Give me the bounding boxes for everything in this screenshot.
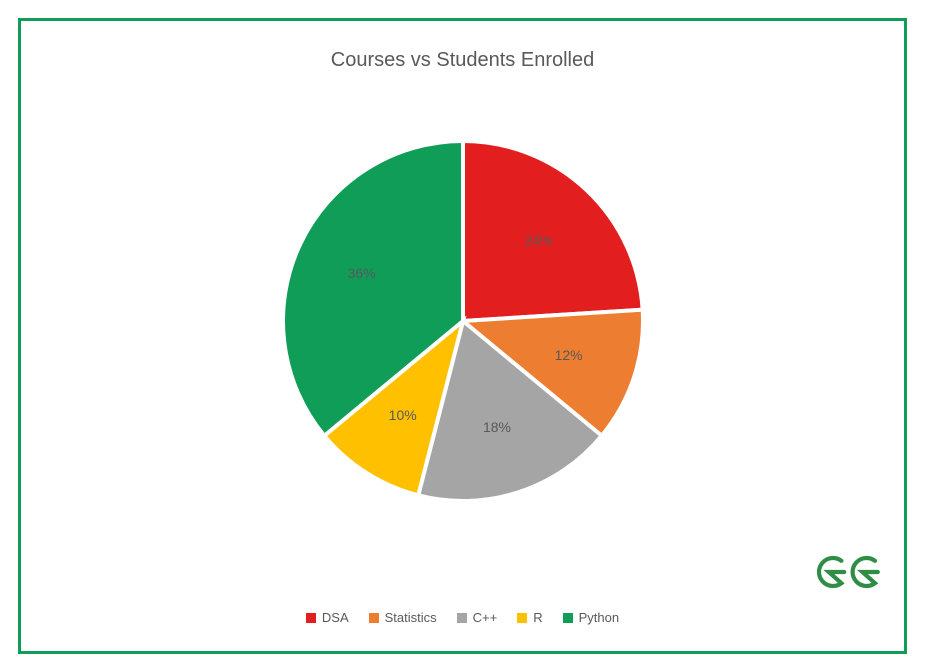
slice-label-statistics: 12% bbox=[555, 347, 583, 363]
legend-item-cplusplus: C++ bbox=[457, 610, 498, 625]
logo-icon bbox=[812, 551, 882, 593]
pie-chart: 24% 12% 18% 10% 36% bbox=[263, 121, 663, 521]
slice-label-cplusplus: 18% bbox=[483, 419, 511, 435]
legend-swatch bbox=[563, 613, 573, 623]
legend-label: Statistics bbox=[385, 610, 437, 625]
slice-label-python: 36% bbox=[348, 265, 376, 281]
legend-label: C++ bbox=[473, 610, 498, 625]
slice-label-dsa: 24% bbox=[525, 232, 553, 248]
legend-swatch bbox=[517, 613, 527, 623]
legend-item-r: R bbox=[517, 610, 542, 625]
legend-item-python: Python bbox=[563, 610, 619, 625]
brand-logo bbox=[812, 551, 882, 591]
slice-label-r: 10% bbox=[389, 407, 417, 423]
chart-frame: Courses vs Students Enrolled 24% 12% 18% 10… bbox=[18, 18, 907, 654]
legend-swatch bbox=[457, 613, 467, 623]
legend: DSA Statistics C++ R Python bbox=[21, 610, 904, 625]
legend-swatch bbox=[306, 613, 316, 623]
legend-label: Python bbox=[579, 610, 619, 625]
legend-label: R bbox=[533, 610, 542, 625]
pie-svg bbox=[263, 121, 663, 521]
chart-title: Courses vs Students Enrolled bbox=[21, 49, 904, 72]
legend-swatch bbox=[369, 613, 379, 623]
legend-item-dsa: DSA bbox=[306, 610, 349, 625]
legend-label: DSA bbox=[322, 610, 349, 625]
legend-item-statistics: Statistics bbox=[369, 610, 437, 625]
